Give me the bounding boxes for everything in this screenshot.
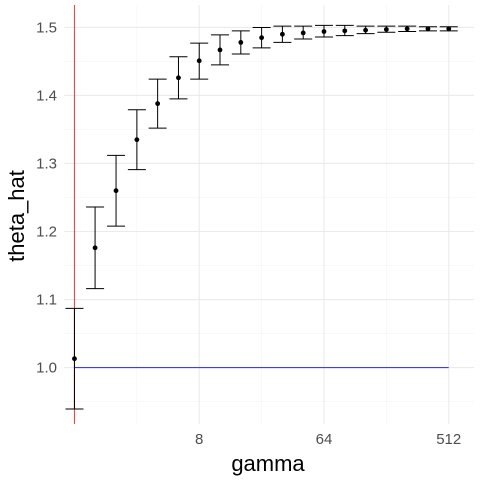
data-point (238, 40, 244, 45)
data-point (321, 29, 327, 34)
data-point (342, 28, 348, 34)
data-point (134, 137, 140, 143)
x-tick-label: 8 (195, 431, 203, 448)
y-tick-label: 1.1 (36, 292, 57, 309)
data-point (176, 75, 181, 81)
data-point (446, 26, 452, 32)
y-tick-label: 1.3 (36, 155, 57, 172)
data-point (155, 101, 161, 107)
y-tick-label: 1.0 (36, 360, 57, 377)
data-point (363, 27, 368, 33)
data-point (383, 27, 389, 32)
y-tick-labels: 1.0 1.1 1.2 1.3 1.4 1.5 (36, 19, 57, 376)
data-points (72, 26, 452, 362)
y-axis-title: theta_hat (4, 170, 29, 262)
x-axis-title: gamma (231, 451, 305, 476)
x-tick-labels: 8 64 512 (195, 431, 461, 448)
data-point (300, 30, 306, 36)
data-point (425, 26, 431, 32)
data-point (217, 47, 223, 53)
data-point (404, 26, 410, 32)
x-tick-label: 512 (436, 431, 461, 448)
y-tick-label: 1.5 (36, 19, 57, 36)
data-point (259, 35, 265, 41)
data-point (72, 356, 77, 362)
y-tick-label: 1.4 (36, 87, 57, 104)
data-point (196, 58, 202, 64)
y-tick-label: 1.2 (36, 224, 57, 241)
data-point (279, 31, 285, 37)
grid (64, 5, 474, 424)
data-point (92, 245, 98, 251)
data-point (113, 188, 119, 194)
x-tick-label: 64 (316, 431, 333, 448)
